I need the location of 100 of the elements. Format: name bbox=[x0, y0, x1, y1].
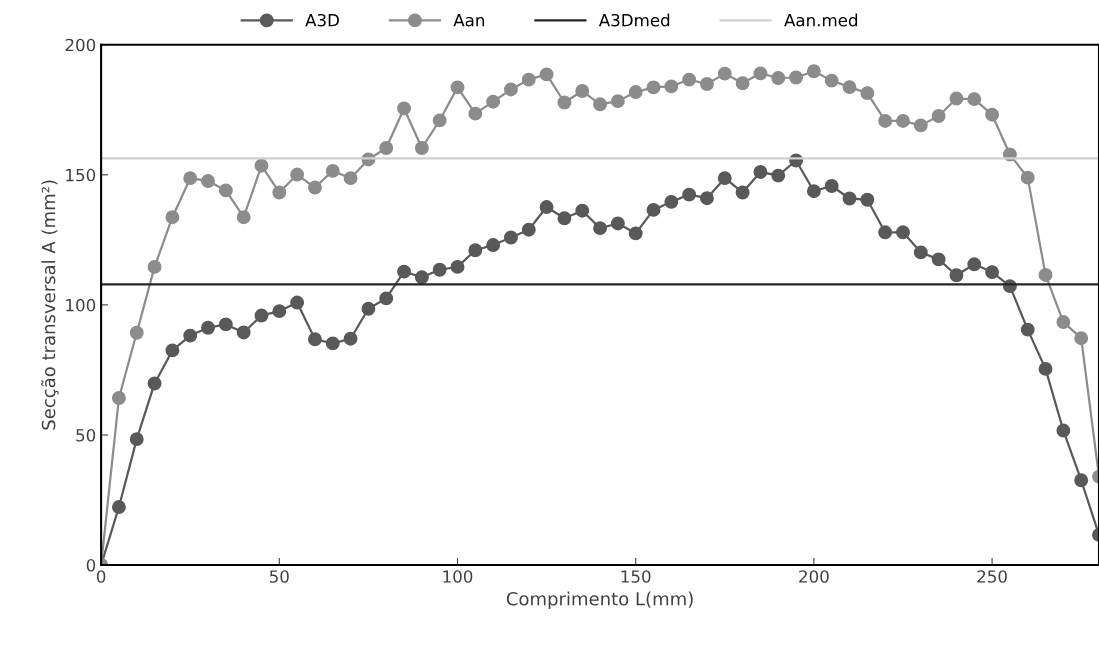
point bbox=[593, 221, 607, 236]
point bbox=[111, 500, 126, 514]
point bbox=[147, 376, 162, 391]
point bbox=[985, 107, 1000, 122]
point bbox=[486, 94, 501, 109]
point bbox=[1038, 361, 1053, 376]
point bbox=[806, 64, 821, 79]
y-axis-title: Secção transversal A (mm²) bbox=[41, 180, 59, 430]
point bbox=[468, 243, 483, 258]
point bbox=[753, 164, 768, 179]
y-tick-label: 0 bbox=[86, 559, 96, 572]
legend-label: A3Dmed bbox=[598, 13, 670, 27]
point bbox=[575, 84, 590, 98]
point bbox=[468, 106, 483, 121]
point bbox=[610, 94, 625, 109]
x-tick-label: 50 bbox=[269, 570, 289, 583]
legend-label: Aan bbox=[453, 14, 485, 27]
x-tick-label: 150 bbox=[621, 570, 651, 583]
point bbox=[397, 101, 411, 116]
point bbox=[593, 97, 607, 112]
legend-label: A3D bbox=[305, 13, 339, 27]
point bbox=[789, 70, 804, 85]
point bbox=[325, 336, 340, 351]
y-tick-label: 100 bbox=[66, 298, 96, 312]
point bbox=[486, 238, 501, 252]
point bbox=[896, 113, 910, 128]
point bbox=[949, 91, 964, 106]
point bbox=[842, 191, 857, 206]
point bbox=[967, 92, 982, 107]
point bbox=[432, 262, 447, 277]
point bbox=[1074, 473, 1089, 488]
point bbox=[379, 291, 394, 306]
point bbox=[771, 71, 786, 85]
point bbox=[450, 80, 465, 95]
point bbox=[896, 225, 910, 240]
point bbox=[539, 67, 554, 82]
point bbox=[432, 113, 447, 128]
point bbox=[147, 259, 162, 274]
point bbox=[860, 86, 875, 101]
point bbox=[379, 141, 394, 155]
point bbox=[307, 180, 322, 195]
point bbox=[967, 257, 982, 272]
point bbox=[878, 113, 893, 128]
point bbox=[682, 187, 697, 202]
point bbox=[824, 73, 839, 88]
point bbox=[735, 76, 750, 91]
point bbox=[201, 174, 215, 188]
point bbox=[628, 226, 643, 241]
point bbox=[646, 202, 661, 217]
point bbox=[824, 179, 839, 193]
point bbox=[1020, 322, 1035, 337]
point bbox=[343, 171, 358, 186]
point bbox=[1020, 170, 1035, 185]
point bbox=[771, 168, 786, 183]
point bbox=[504, 82, 518, 97]
point bbox=[682, 72, 697, 87]
point bbox=[521, 72, 536, 87]
point bbox=[539, 200, 554, 215]
point bbox=[361, 301, 376, 316]
point bbox=[842, 80, 857, 95]
point bbox=[129, 325, 144, 340]
y-tick-label: 200 bbox=[65, 38, 96, 52]
point bbox=[949, 268, 964, 283]
point bbox=[1074, 331, 1089, 346]
point bbox=[931, 109, 946, 123]
point bbox=[557, 95, 572, 110]
point bbox=[735, 185, 750, 200]
point bbox=[414, 141, 429, 155]
point bbox=[236, 325, 251, 340]
point bbox=[111, 391, 126, 405]
point bbox=[860, 192, 875, 207]
point bbox=[664, 79, 679, 94]
y-tick-label: 150 bbox=[66, 168, 96, 182]
y-tick-label: 50 bbox=[76, 428, 96, 442]
point bbox=[183, 171, 198, 186]
point bbox=[664, 194, 679, 209]
point bbox=[218, 183, 233, 198]
point bbox=[504, 230, 518, 245]
point bbox=[985, 265, 1000, 280]
point bbox=[878, 225, 893, 240]
point bbox=[717, 171, 732, 186]
point bbox=[575, 203, 590, 218]
point bbox=[272, 304, 287, 319]
point bbox=[183, 328, 198, 343]
point bbox=[307, 332, 322, 347]
point bbox=[414, 270, 429, 285]
point bbox=[236, 210, 251, 225]
point bbox=[628, 85, 643, 100]
point bbox=[557, 211, 572, 226]
point bbox=[806, 184, 821, 199]
point bbox=[1038, 268, 1053, 282]
point bbox=[290, 295, 305, 310]
point bbox=[610, 216, 625, 231]
point bbox=[254, 308, 269, 323]
point bbox=[129, 432, 144, 447]
point bbox=[700, 191, 714, 206]
point bbox=[165, 343, 180, 358]
legend-label: Aan.med bbox=[784, 13, 858, 27]
point bbox=[931, 252, 946, 267]
point bbox=[753, 66, 768, 81]
